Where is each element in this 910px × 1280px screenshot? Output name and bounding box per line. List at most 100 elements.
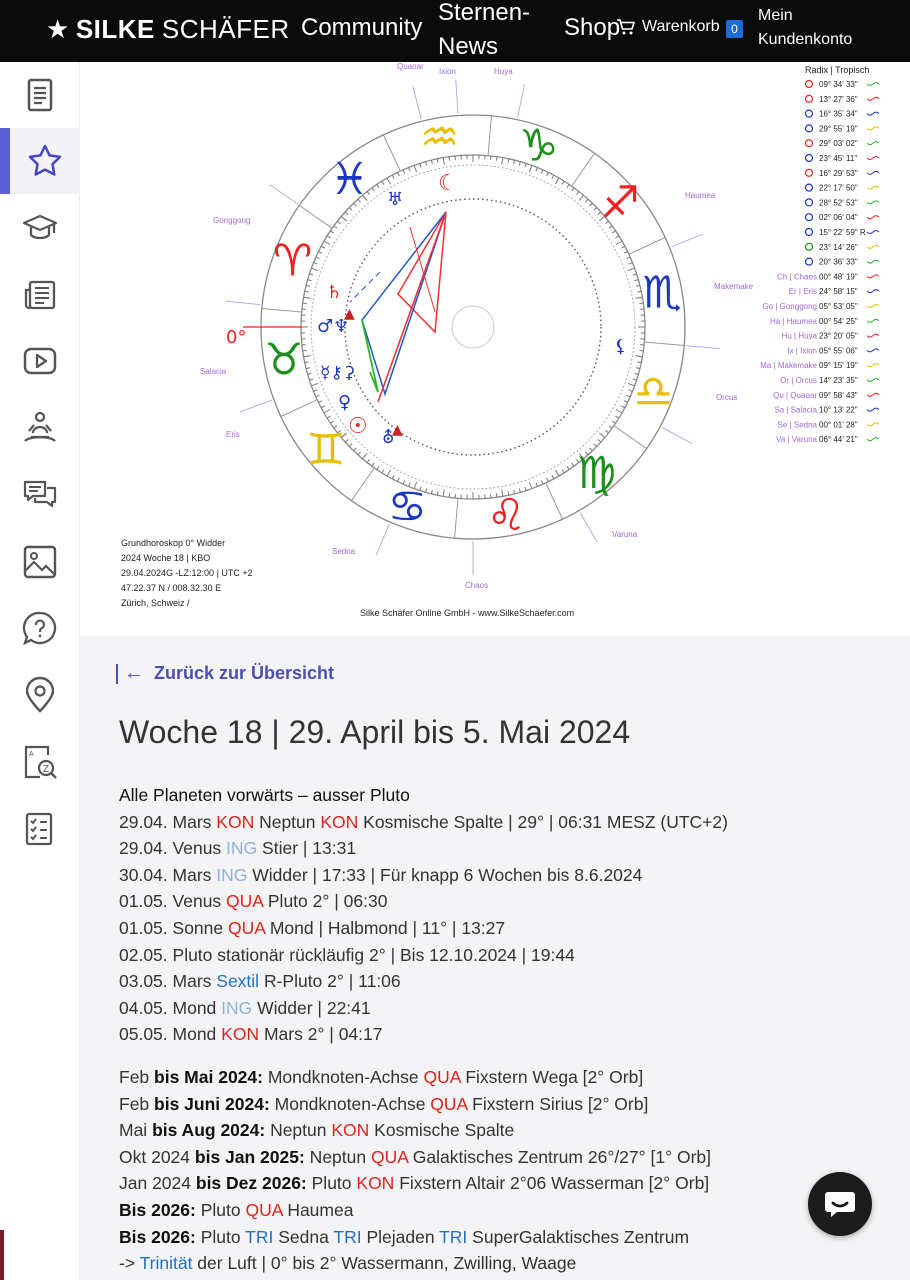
degree-tick — [344, 211, 349, 215]
sidebar-item-documents[interactable] — [0, 62, 80, 128]
longterm-row: Feb bis Mai 2024: Mondknoten-Achse QUA F… — [119, 1064, 728, 1091]
event-text: Galaktisches Zentrum 26°/27° [1° Orb] — [407, 1146, 712, 1167]
degree-tick — [323, 240, 331, 245]
event-text: 03.05. Mars — [119, 971, 217, 992]
degree-tick — [571, 187, 575, 192]
legend-planet-icon — [804, 139, 814, 148]
event-row: 02.05. Pluto stationär rückläufig 2° | B… — [119, 942, 728, 969]
zodiac-sign-icon: ♊ — [306, 424, 345, 475]
aspect-keyword: QUA — [227, 917, 265, 938]
degree-tick — [540, 480, 544, 485]
horoscope-chart: ♈ ♉♊ ♋ ♌ ♍ ♎ ♏♐ ♑ ♒ ♓ ☾ ♅ ♄ ♂♆ ☿⚷⚳ ♀ ☉ ⛢ ⚸ ▲ ▲ — [121, 62, 880, 618]
legend-planet-icon — [804, 257, 814, 266]
cart-link[interactable]: Warenkorb — [616, 18, 720, 36]
aspect-keyword: QUA — [430, 1093, 468, 1114]
help-bubble-icon — [22, 611, 57, 646]
degree-tick — [311, 267, 319, 272]
aspect-keyword: TRI — [333, 1226, 362, 1247]
legend-planet-icon — [804, 198, 814, 207]
sidebar-item-locations[interactable] — [0, 662, 80, 728]
chat-support-button[interactable] — [808, 1172, 872, 1236]
degree-tick — [593, 207, 598, 211]
degree-tick — [576, 191, 580, 195]
degree-tick — [330, 230, 335, 234]
degree-tick — [518, 488, 521, 493]
legend-planet-icon — [804, 183, 814, 192]
event-row: 05.05. Mond KON Mars 2° | 04:17 — [119, 1021, 728, 1048]
nav-shop-link[interactable]: Shop — [564, 14, 621, 41]
event-text: Jan 2024 — [119, 1173, 196, 1194]
degree-tick — [597, 211, 602, 215]
degree-tick — [371, 187, 375, 192]
degree-tick — [402, 480, 406, 485]
degree-tick — [495, 156, 498, 161]
sidebar-item-tasks[interactable] — [0, 796, 80, 862]
event-text: Fixstern Sirius [2° Orb] — [467, 1093, 649, 1114]
degree-tick — [546, 172, 549, 177]
legend-position-value: 20° 36' 33" — [819, 258, 858, 267]
degree-tick — [305, 367, 311, 370]
brand-logo[interactable]: ★ SILKE SCHÄFER — [46, 14, 290, 45]
degree-tick — [381, 469, 385, 474]
event-text: Neptun — [304, 1146, 371, 1167]
legend-sign-icon — [866, 141, 880, 146]
legend-planet-icon — [804, 109, 814, 118]
degree-tick — [304, 361, 309, 364]
outer-body-ray — [239, 399, 273, 413]
sidebar-item-videos[interactable] — [0, 328, 80, 394]
svg-text:⛢: ⛢ — [382, 428, 394, 448]
sidebar-item-gallery[interactable] — [0, 529, 80, 595]
page-edge-accent — [0, 1230, 4, 1280]
legend-position-value: 22° 17' 50" — [819, 184, 858, 193]
planet-glyphs: ☾ ♅ ♄ ♂♆ ☿⚷⚳ ♀ ☉ ⛢ ⚸ ▲ ▲ — [317, 171, 627, 448]
back-to-overview-link[interactable]: ← Zurück zur Übersicht — [116, 662, 334, 685]
legend-sign-icon — [866, 96, 880, 101]
account-line1: Mein — [758, 7, 793, 24]
legend-position-value: 13° 27' 36" — [819, 95, 858, 104]
event-text: -> — [119, 1253, 140, 1274]
legend-sign-icon — [866, 274, 880, 279]
degree-tick — [413, 165, 418, 173]
sidebar-item-courses[interactable] — [0, 195, 80, 261]
event-row: 01.05. Venus QUA Pluto 2° | 06:30 — [119, 888, 728, 915]
legend-body-name: Ch | Chaos — [777, 272, 817, 281]
legend-sign-icon — [866, 244, 880, 249]
degree-tick — [513, 159, 516, 165]
zodiac-sign-icon: ♑ — [519, 121, 558, 172]
legend-planet-icon — [804, 168, 814, 177]
legend-position-value: 16° 35' 34" — [819, 110, 858, 119]
legend-sign-icon — [866, 407, 880, 412]
sidebar-item-forum[interactable] — [0, 462, 80, 528]
checklist-icon — [25, 812, 53, 846]
degree-tick — [340, 432, 347, 438]
degree-tick — [507, 158, 510, 163]
event-row: 29.04. Venus ING Stier | 13:31 — [119, 835, 728, 862]
event-row: 03.05. Mars Sextil R-Pluto 2° | 11:06 — [119, 968, 728, 995]
nav-sternen-news-link[interactable]: Sternen- News — [438, 0, 548, 64]
degree-tick — [430, 489, 433, 495]
longterm-row: Jan 2024 bis Dez 2026: Pluto KON Fixster… — [119, 1170, 728, 1197]
degree-tick — [608, 425, 613, 429]
sidebar-item-help[interactable] — [0, 596, 80, 662]
account-link[interactable]: Mein Kundenkonto — [758, 4, 868, 52]
sidebar-item-horoscope[interactable] — [0, 128, 80, 194]
degree-tick — [348, 443, 353, 447]
degree-tick — [507, 491, 510, 496]
degree-tick — [611, 420, 616, 424]
degree-tick — [628, 262, 633, 265]
degree-tick — [599, 216, 606, 222]
sign-divider — [299, 204, 333, 229]
degree-tick — [615, 240, 623, 245]
nav-community-link[interactable]: Community — [301, 14, 423, 41]
sign-divider — [261, 308, 302, 313]
aspect-keyword: Bis 2026: — [119, 1199, 196, 1220]
sidebar-item-meditation[interactable] — [0, 395, 80, 461]
legend-body-name: Sa | Salacia — [774, 406, 817, 415]
sign-divider — [382, 134, 401, 172]
degree-tick — [605, 430, 609, 434]
sidebar-item-news[interactable] — [0, 262, 80, 328]
degree-tick — [425, 488, 428, 493]
legend-sign-icon — [866, 82, 880, 86]
legend-sign-icon — [866, 289, 880, 294]
